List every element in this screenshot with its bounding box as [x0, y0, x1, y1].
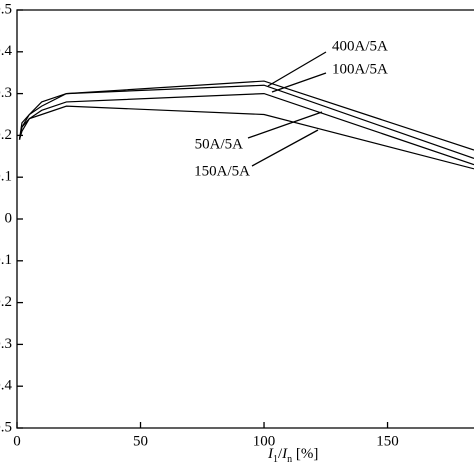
series-label: 400A/5A [332, 38, 388, 54]
y-tick-label: 0.4 [0, 43, 13, 59]
x-label-part: n [287, 454, 292, 465]
x-tick-label: 150 [376, 433, 399, 449]
y-tick-label: -0.5 [0, 419, 12, 435]
leader-line [271, 72, 327, 93]
x-label-part: I [281, 446, 288, 462]
y-tick-label: -0.4 [0, 378, 12, 394]
x-label-part: / [278, 446, 283, 462]
x-label-part: [%] [292, 446, 318, 462]
series-label: 150A/5A [194, 163, 250, 179]
y-tick-label: 0.1 [0, 169, 12, 185]
x-axis-label: I1/In [%] [267, 446, 318, 465]
y-tick-label: 0 [5, 210, 13, 226]
y-tick-label: -0.2 [0, 294, 12, 310]
leader-line [267, 51, 327, 87]
axis-frame [16, 9, 474, 429]
line [18, 80, 474, 151]
leader-line [251, 129, 319, 167]
line [18, 92, 474, 166]
line [18, 105, 474, 170]
x-tick-label: 100 [253, 433, 276, 449]
y-tick-label: 0.5 [0, 1, 12, 17]
y-tick-label: -0.1 [0, 252, 12, 268]
x-label-part: 1 [273, 454, 278, 465]
line [18, 84, 474, 159]
x-tick-label: 50 [133, 433, 148, 449]
y-tick-label: 0.3 [0, 85, 12, 101]
series-label: 100A/5A [332, 61, 388, 77]
y-tick-label: 0.2 [0, 127, 12, 143]
leader-line [247, 111, 323, 139]
x-tick-label: 0 [13, 433, 21, 449]
x-label-part: I [267, 446, 274, 462]
y-tick-label: -0.3 [0, 336, 12, 352]
series-label: 50A/5A [195, 136, 244, 152]
